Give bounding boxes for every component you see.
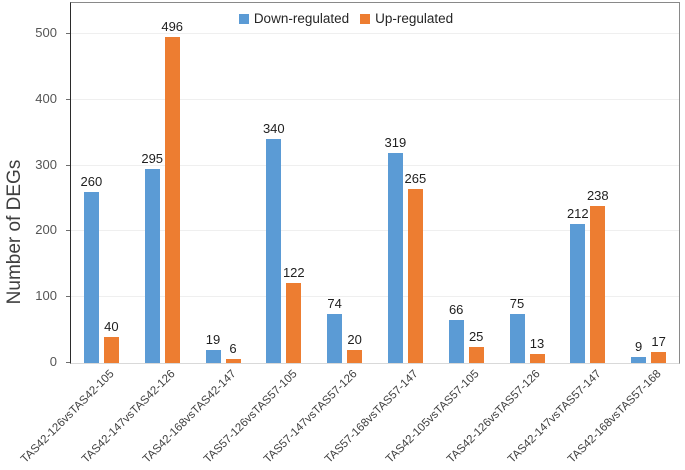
value-label: 212: [566, 205, 589, 221]
value-label: 9: [634, 339, 643, 355]
legend-swatch-up-regulated-icon: [360, 13, 371, 24]
value-label: 295: [141, 150, 164, 166]
plot-area: 260 40 295 496 19 6 340 122 74 20 319 265 66 25 75 13 21…: [70, 2, 680, 364]
gridline: [71, 296, 679, 298]
y-axis-tick-label: 300: [35, 156, 57, 172]
y-axis-tick-mark: [66, 33, 70, 34]
y-axis-tick-label: 500: [35, 25, 57, 40]
legend-label-down-regulated: Down-regulated: [253, 11, 350, 26]
value-label: 25: [468, 328, 484, 344]
bar-down-regulated: [387, 153, 403, 363]
bar-down-regulated: [266, 139, 282, 363]
y-axis-tick-mark: [66, 362, 70, 363]
value-label: 20: [347, 331, 362, 347]
bar-down-regulated: [83, 191, 99, 363]
gridline: [71, 98, 679, 100]
bar-up-regulated: [286, 282, 302, 363]
value-label: 238: [586, 188, 609, 204]
value-label: 496: [161, 18, 184, 34]
value-label: 40: [104, 318, 119, 334]
bar-down-regulated: [327, 314, 343, 363]
legend: Down-regulated Up-regulated: [42, 11, 650, 26]
bar-up-regulated: [225, 359, 241, 363]
bar-up-regulated: [590, 206, 606, 363]
y-axis-tick-label: 100: [35, 288, 57, 304]
bar-up-regulated: [651, 351, 667, 363]
legend-swatch-down-regulated-icon: [238, 13, 249, 24]
value-label: 122: [282, 264, 305, 280]
bar-down-regulated: [509, 313, 525, 363]
y-axis-tick-mark: [66, 98, 70, 100]
value-label: 17: [651, 333, 666, 349]
value-label: 75: [509, 295, 525, 311]
y-axis-tick-label: 0: [49, 354, 57, 369]
value-label: 260: [80, 173, 103, 189]
value-label: 340: [262, 121, 285, 137]
gridline: [71, 164, 679, 166]
bar-down-regulated: [144, 168, 160, 363]
y-axis-tick-mark: [66, 164, 70, 166]
y-axis-tick-label: 200: [35, 222, 57, 238]
bar-down-regulated: [448, 319, 464, 363]
y-axis-tick-label: 400: [35, 90, 57, 106]
bar-down-regulated: [205, 350, 221, 363]
value-label: 66: [448, 301, 464, 317]
bar-up-regulated: [468, 346, 484, 363]
gridline: [71, 230, 679, 232]
bar-up-regulated: [103, 336, 119, 363]
value-label: 13: [529, 336, 545, 352]
bar-up-regulated: [529, 354, 545, 363]
bar-down-regulated: [631, 357, 647, 363]
y-axis-tick-mark: [66, 230, 70, 232]
bar-up-regulated: [164, 36, 180, 363]
gridline: [71, 33, 679, 34]
value-label: 319: [384, 135, 407, 151]
bar-up-regulated: [407, 188, 423, 363]
value-label: 74: [327, 296, 342, 312]
bar-down-regulated: [570, 223, 586, 363]
legend-item-down-regulated: Down-regulated: [238, 11, 350, 26]
legend-label-up-regulated: Up-regulated: [375, 11, 454, 26]
value-label: 6: [229, 341, 237, 357]
value-label: 19: [205, 332, 221, 348]
bar-up-regulated: [347, 349, 363, 363]
y-axis-tick-mark: [66, 296, 70, 298]
legend-item-up-regulated: Up-regulated: [360, 11, 453, 26]
value-label: 265: [404, 170, 427, 186]
